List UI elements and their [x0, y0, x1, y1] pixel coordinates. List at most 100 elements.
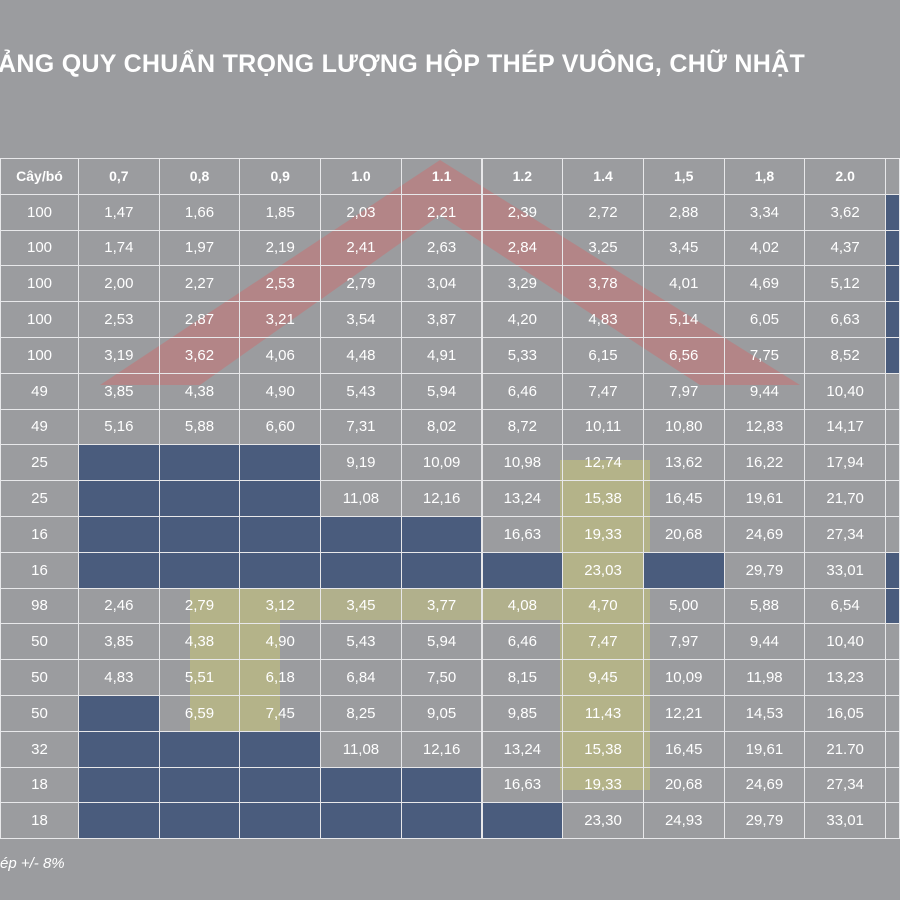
cell: 3,78	[562, 265, 644, 303]
cell: 11,08	[320, 480, 402, 517]
cut-off-cell	[885, 623, 900, 661]
cell: 5,94	[400, 372, 483, 410]
cell	[320, 766, 402, 804]
cell	[400, 802, 483, 840]
cell: 9,05	[400, 695, 483, 732]
cell: 5,51	[158, 659, 241, 696]
cell: 11,08	[320, 730, 402, 768]
cell: 16	[0, 551, 79, 589]
cell: 15,38	[562, 730, 644, 768]
header-cell: 0,9	[239, 158, 322, 195]
cell: 33,01	[804, 551, 886, 589]
cell: 25	[0, 444, 79, 482]
cell: 4,38	[158, 623, 241, 661]
cell: 21,70	[804, 480, 886, 517]
cell: 98	[0, 587, 79, 625]
cell: 9,44	[723, 623, 806, 661]
cell: 19,33	[562, 516, 644, 553]
cell: 5,12	[804, 265, 886, 303]
cell	[642, 551, 725, 589]
cell: 49	[0, 372, 79, 410]
cell: 23,03	[562, 551, 644, 589]
cell: 8,15	[481, 659, 564, 696]
cell: 25	[0, 480, 79, 517]
cut-off-cell	[885, 229, 900, 267]
cell: 13,23	[804, 659, 886, 696]
cell: 4,91	[400, 337, 483, 374]
cell: 7,97	[642, 372, 725, 410]
cut-off-cell	[885, 480, 900, 517]
cell: 6,60	[239, 408, 322, 446]
cell: 12,83	[723, 408, 806, 446]
cell: 16	[0, 516, 79, 553]
cell	[158, 802, 241, 840]
cell: 24,93	[642, 802, 725, 840]
cell: 2,63	[400, 229, 483, 267]
cell: 100	[0, 337, 79, 374]
cell: 1,97	[158, 229, 241, 267]
cell	[239, 766, 322, 804]
cell: 8,02	[400, 408, 483, 446]
cut-off-cell	[885, 659, 900, 696]
cell: 27,34	[804, 766, 886, 804]
cell: 14,53	[723, 695, 806, 732]
cell: 13,24	[481, 480, 564, 517]
cell: 1,66	[158, 193, 241, 231]
cell: 6,46	[481, 623, 564, 661]
cell: 3,62	[158, 337, 241, 374]
cell	[481, 802, 564, 840]
cell: 5,88	[723, 587, 806, 625]
cell: 5,33	[481, 337, 564, 374]
cell: 100	[0, 301, 79, 338]
cell: 3,19	[78, 337, 160, 374]
cell: 3,25	[562, 229, 644, 267]
cut-off-cell	[885, 444, 900, 482]
cell: 27,34	[804, 516, 886, 553]
cell	[239, 516, 322, 553]
cut-off-cell	[885, 337, 900, 374]
cut-off-cell	[885, 408, 900, 446]
cell: 2,03	[320, 193, 402, 231]
cell: 4,08	[481, 587, 564, 625]
cell: 1,74	[78, 229, 160, 267]
cut-off-cell	[885, 301, 900, 338]
cell: 2,88	[642, 193, 725, 231]
cell: 3,85	[78, 623, 160, 661]
cell: 9,45	[562, 659, 644, 696]
cell: 12,16	[400, 730, 483, 768]
cut-off-cell	[885, 587, 900, 625]
cell: 12,74	[562, 444, 644, 482]
cell: 100	[0, 193, 79, 231]
cell: 6,63	[804, 301, 886, 338]
cut-off-cell	[885, 372, 900, 410]
cell: 9,19	[320, 444, 402, 482]
cell: 3,04	[400, 265, 483, 303]
cell: 100	[0, 229, 79, 267]
cell	[158, 480, 241, 517]
cell: 29,79	[723, 551, 806, 589]
cell: 2,00	[78, 265, 160, 303]
cell: 16,45	[642, 730, 725, 768]
cell: 2,79	[158, 587, 241, 625]
cell: 10,40	[804, 623, 886, 661]
cell: 24,69	[723, 766, 806, 804]
cell: 2,41	[320, 229, 402, 267]
cell: 2,39	[481, 193, 564, 231]
cell: 10,40	[804, 372, 886, 410]
footnote: ép +/- 8%	[0, 855, 65, 872]
cell: 12,21	[642, 695, 725, 732]
cell: 11,43	[562, 695, 644, 732]
cell: 32	[0, 730, 79, 768]
cell	[78, 516, 160, 553]
header-cell: 0,8	[158, 158, 241, 195]
header-cell: 1.4	[562, 158, 644, 195]
cut-off-cell	[885, 766, 900, 804]
header-cell: 1,5	[642, 158, 725, 195]
cell	[239, 480, 322, 517]
cell: 16,05	[804, 695, 886, 732]
cell: 3,54	[320, 301, 402, 338]
header-cell: 1.2	[481, 158, 564, 195]
cell: 5,88	[158, 408, 241, 446]
cell: 15,38	[562, 480, 644, 517]
